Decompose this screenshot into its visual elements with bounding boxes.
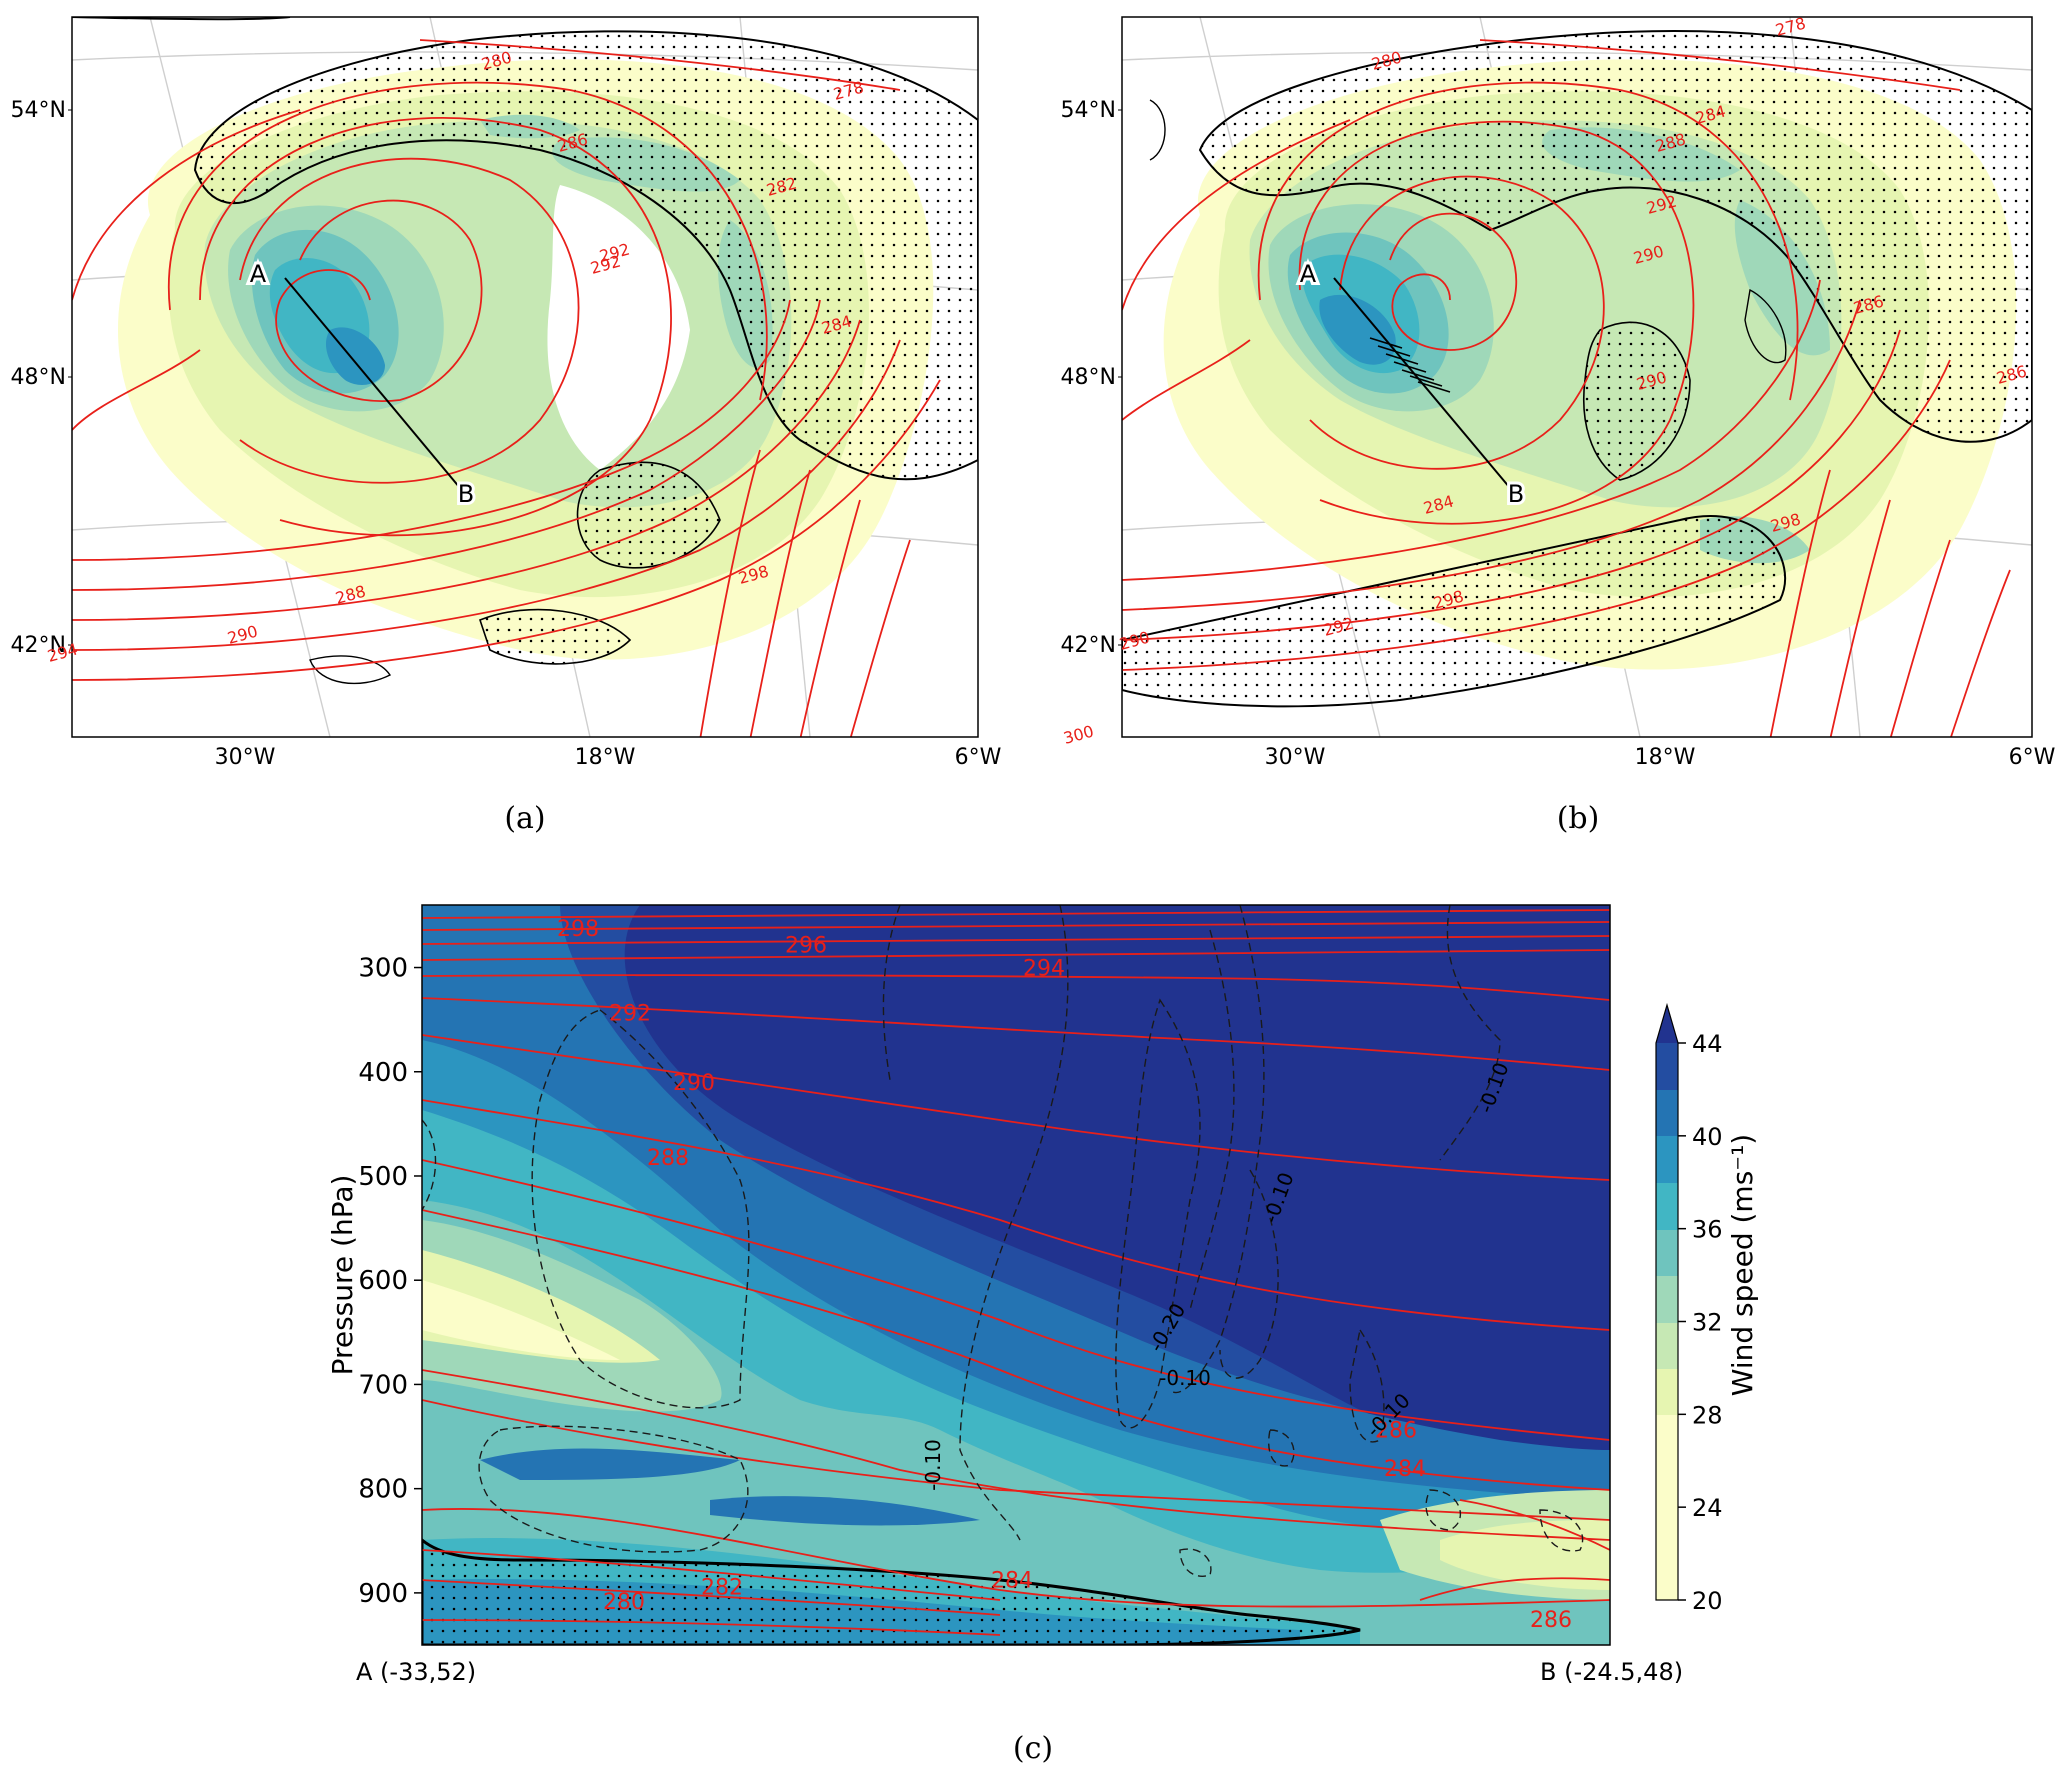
y-tick-label: 600 — [358, 1266, 408, 1296]
panel-b-lat-tick: 54°N — [1061, 98, 1116, 123]
theta-contour-label: 280 — [603, 1590, 645, 1615]
panel-a-lon-tick: 30°W — [215, 745, 276, 770]
panel-a-map — [71, 16, 979, 738]
theta-contour-label: 288 — [647, 1146, 689, 1171]
y-tick-label: 900 — [358, 1579, 408, 1609]
y-tick-label: 400 — [358, 1058, 408, 1088]
y-axis-label: Pressure (hPa) — [326, 1175, 359, 1376]
theta-contour-label: 292 — [609, 1001, 651, 1026]
panel-b-lat-tick: 42°N — [1061, 633, 1116, 658]
colorbar-tick-label: 40 — [1692, 1123, 1723, 1151]
colorbar-tick-label: 36 — [1692, 1216, 1723, 1244]
theta-contour-label: 286 — [1375, 1418, 1417, 1443]
panel-b-caption: (b) — [1557, 801, 1600, 836]
panel-a-point-a: A — [250, 260, 267, 288]
panel-c-cross-section — [421, 904, 1679, 1646]
panel-c-caption: (c) — [1013, 1731, 1053, 1766]
colorbar-tick-label: 44 — [1692, 1030, 1723, 1058]
panel-b-lon-tick: 18°W — [1635, 745, 1696, 770]
panel-b-point-b: B — [1508, 480, 1524, 508]
theta-contour-label: 290 — [673, 1071, 715, 1096]
y-tick-label: 700 — [358, 1370, 408, 1400]
panel-b-lon-tick: 30°W — [1265, 745, 1326, 770]
x-tick-label-b: B (-24.5,48) — [1540, 1658, 1683, 1686]
panel-a-lat-tick: 48°N — [11, 365, 66, 390]
panel-b-point-a: A — [1300, 260, 1317, 288]
panel-a-caption: (a) — [504, 801, 545, 836]
panel-a-lon-tick: 18°W — [575, 745, 636, 770]
theta-contour-label: 294 — [1023, 957, 1065, 982]
panel-a-lat-tick: 42°N — [11, 633, 66, 658]
y-tick-label: 800 — [358, 1475, 408, 1505]
omega-contour-label: -0.10 — [921, 1439, 945, 1491]
theta-contour-label: 284 — [1384, 1457, 1426, 1482]
colorbar-tick-label: 20 — [1692, 1587, 1723, 1615]
y-tick-label: 300 — [358, 954, 408, 984]
colorbar — [1655, 1002, 1679, 1601]
colorbar-tick-label: 32 — [1692, 1309, 1723, 1337]
panel-b-isentrope-label: 300 — [1061, 722, 1095, 748]
panel-b-lat-tick: 48°N — [1061, 365, 1116, 390]
colorbar-tick-label: 28 — [1692, 1401, 1723, 1429]
theta-contour-label: 284 — [991, 1568, 1033, 1593]
panel-a-lon-tick: 6°W — [955, 745, 1002, 770]
y-tick-label: 500 — [358, 1162, 408, 1192]
panel-b-map — [1121, 16, 2033, 738]
theta-contour-label: 298 — [557, 917, 599, 942]
theta-contour-label: 286 — [1530, 1608, 1572, 1633]
panel-a-point-b: B — [458, 480, 474, 508]
panel-b-lon-tick: 6°W — [2009, 745, 2056, 770]
panel-b-hatch-marks — [1369, 337, 1451, 393]
theta-contour-label: 282 — [701, 1576, 743, 1601]
colorbar-tick-label: 24 — [1692, 1494, 1723, 1522]
theta-contour-label: 296 — [785, 934, 827, 959]
colorbar-label: Wind speed (ms⁻¹) — [1726, 1134, 1759, 1396]
x-tick-label-a: A (-33,52) — [356, 1658, 476, 1686]
omega-contour-label: -0.10 — [1159, 1366, 1211, 1390]
panel-a-lat-tick: 54°N — [11, 98, 66, 123]
